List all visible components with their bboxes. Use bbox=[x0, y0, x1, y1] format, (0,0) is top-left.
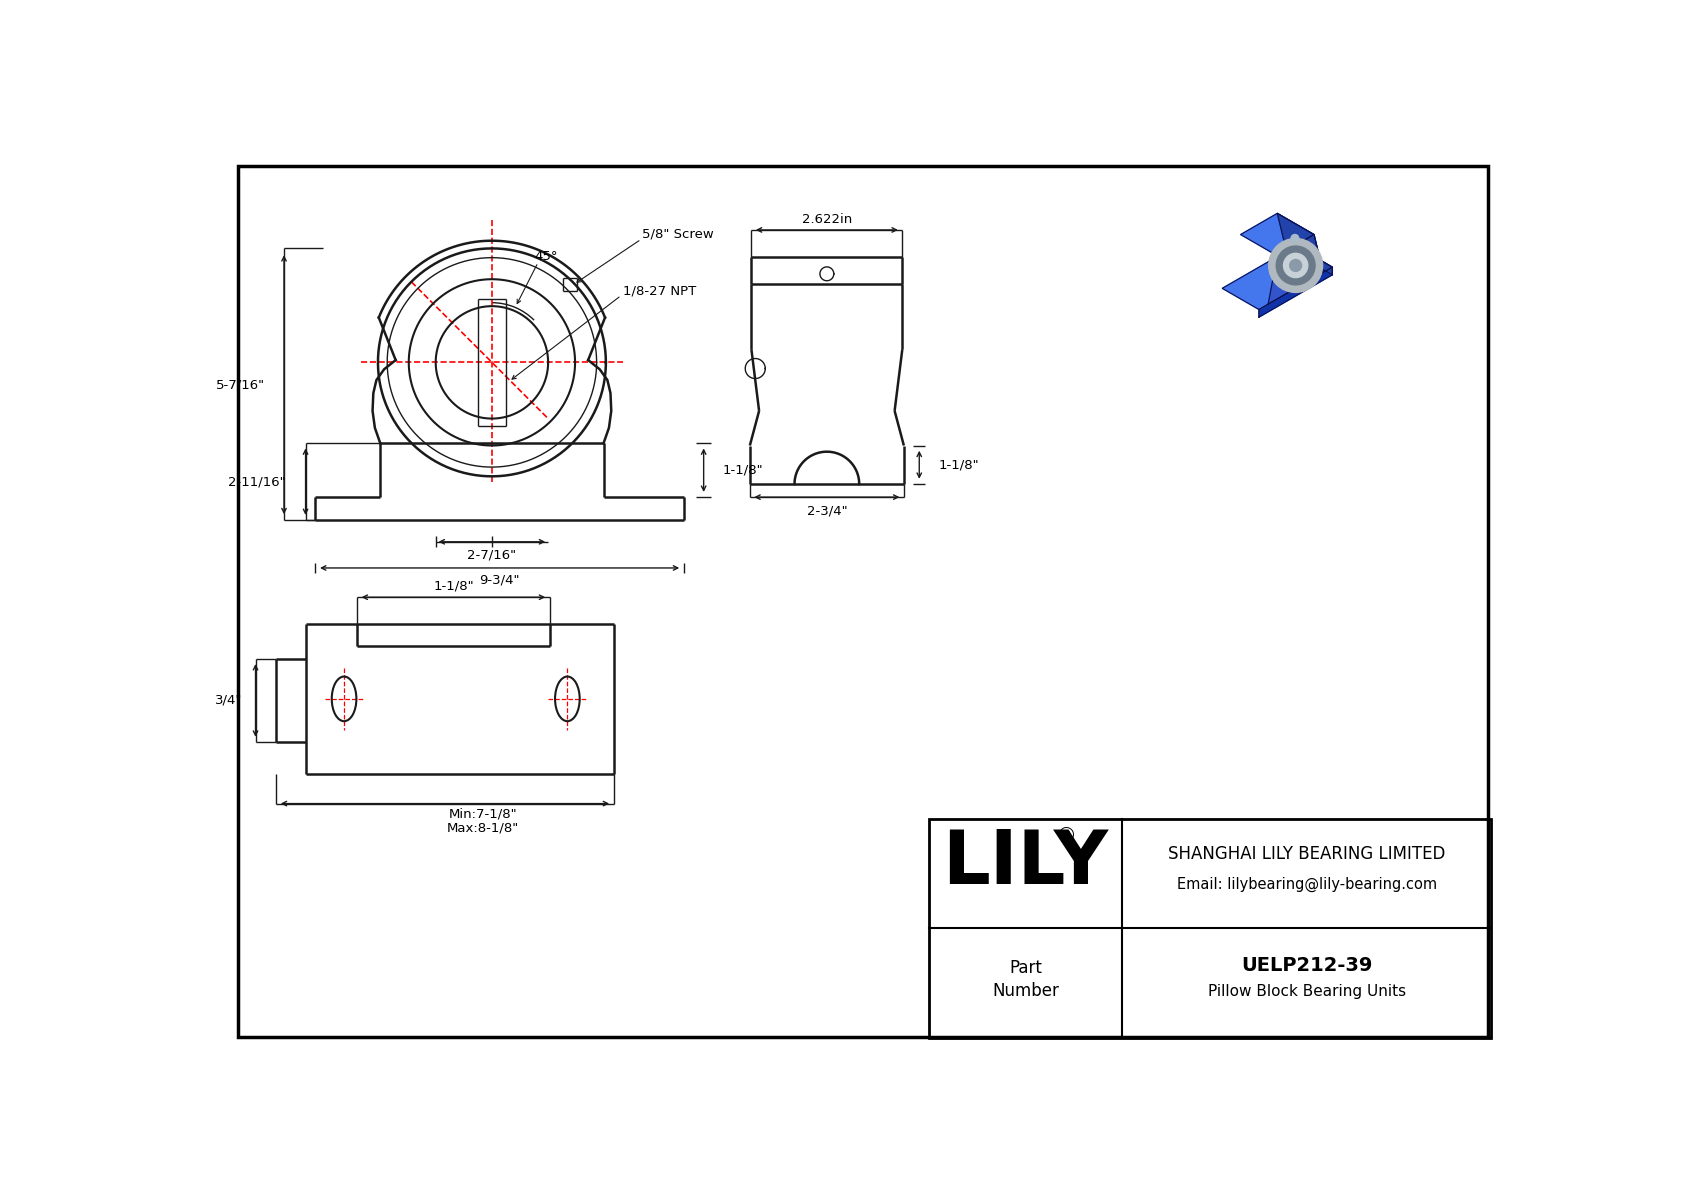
Text: SHANGHAI LILY BEARING LIMITED: SHANGHAI LILY BEARING LIMITED bbox=[1169, 844, 1445, 862]
Polygon shape bbox=[1276, 213, 1324, 273]
Text: 9-3/4": 9-3/4" bbox=[480, 574, 520, 587]
Polygon shape bbox=[1268, 235, 1324, 304]
Text: 1-1/8": 1-1/8" bbox=[722, 463, 763, 476]
Text: ®: ® bbox=[1056, 825, 1076, 846]
Text: 2-3/4": 2-3/4" bbox=[807, 505, 847, 517]
Polygon shape bbox=[1241, 213, 1314, 256]
Circle shape bbox=[1290, 260, 1302, 272]
Text: UELP212-39: UELP212-39 bbox=[1241, 956, 1372, 974]
Text: 2-7/16": 2-7/16" bbox=[468, 548, 517, 561]
Polygon shape bbox=[1295, 247, 1332, 275]
Polygon shape bbox=[1223, 247, 1332, 310]
Text: 5/8" Screw: 5/8" Screw bbox=[642, 227, 714, 241]
Text: Pillow Block Bearing Units: Pillow Block Bearing Units bbox=[1207, 984, 1406, 999]
Text: Email: lilybearing@lily-bearing.com: Email: lilybearing@lily-bearing.com bbox=[1177, 877, 1436, 892]
Text: 2-11/16": 2-11/16" bbox=[227, 475, 286, 488]
Text: 3/4": 3/4" bbox=[216, 694, 242, 707]
Text: Max:8-1/8": Max:8-1/8" bbox=[446, 822, 519, 835]
Text: 2.622in: 2.622in bbox=[802, 213, 852, 226]
Text: Number: Number bbox=[992, 983, 1059, 1000]
Text: 1-1/8": 1-1/8" bbox=[938, 459, 978, 472]
Circle shape bbox=[1283, 254, 1308, 278]
Text: 1-1/8": 1-1/8" bbox=[433, 579, 473, 592]
Text: 1/8-27 NPT: 1/8-27 NPT bbox=[623, 285, 695, 298]
Polygon shape bbox=[1260, 267, 1332, 317]
Circle shape bbox=[1268, 238, 1322, 293]
Text: LILY: LILY bbox=[943, 827, 1108, 900]
Circle shape bbox=[1276, 247, 1315, 285]
Circle shape bbox=[1292, 235, 1298, 242]
Text: Min:7-1/8": Min:7-1/8" bbox=[448, 807, 517, 821]
Text: 45°: 45° bbox=[534, 250, 557, 263]
Text: Part: Part bbox=[1009, 960, 1042, 978]
Text: 5-7/16": 5-7/16" bbox=[216, 379, 264, 392]
Bar bbox=[930, 819, 1492, 1037]
